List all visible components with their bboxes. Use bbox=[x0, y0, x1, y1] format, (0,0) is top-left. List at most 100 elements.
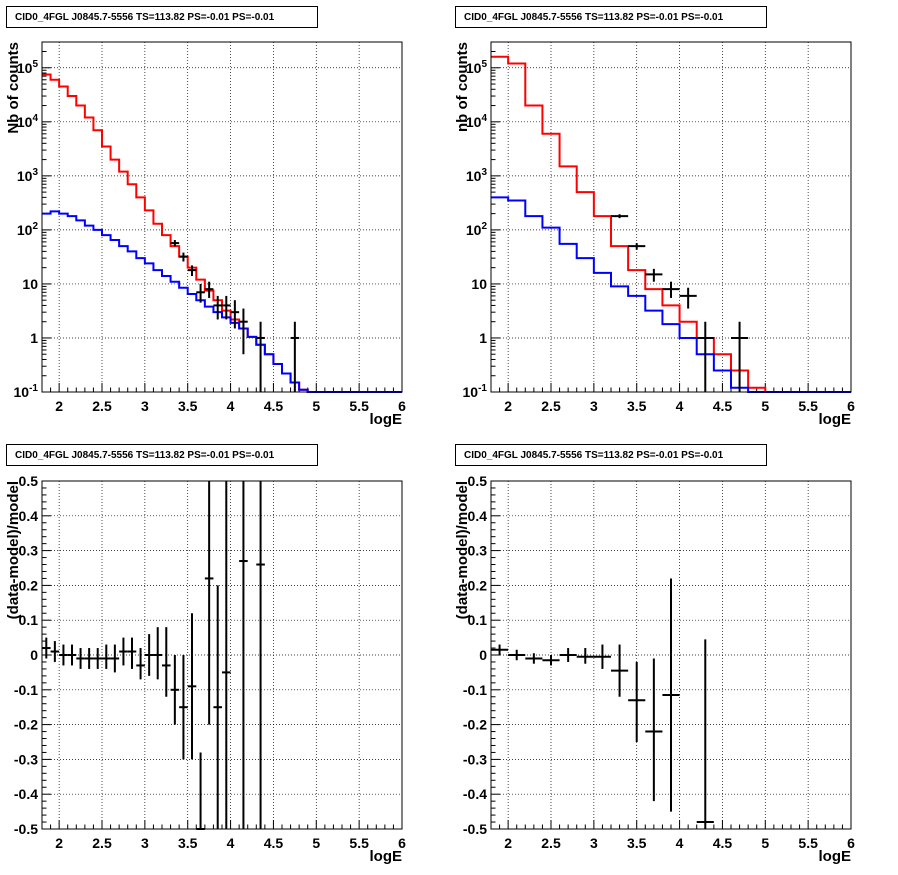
data-point bbox=[645, 268, 663, 282]
data-point bbox=[628, 661, 646, 742]
data-point bbox=[222, 295, 231, 320]
y-tick-label: 103 bbox=[466, 167, 488, 184]
plot-frame bbox=[41, 480, 403, 830]
data-point bbox=[204, 281, 214, 298]
panel-title-3: CID0_4FGL J0845.7-5556 TS=113.82 PS=-0.0… bbox=[6, 444, 318, 466]
x-tick-label: 5.5 bbox=[798, 398, 818, 414]
y-axis-label: (data-model)/model bbox=[454, 481, 471, 619]
x-tick-label: 2.5 bbox=[92, 835, 112, 851]
data-point bbox=[110, 644, 120, 673]
panel-title-4: CID0_4FGL J0845.7-5556 TS=113.82 PS=-0.0… bbox=[455, 444, 767, 466]
x-tick-label: 5.5 bbox=[798, 835, 818, 851]
data-points bbox=[491, 578, 714, 829]
series-line-total-model bbox=[491, 55, 851, 393]
data-point bbox=[170, 655, 180, 725]
x-axis-label: logE bbox=[370, 848, 403, 865]
y-tick-label: 10 bbox=[471, 276, 487, 292]
x-tick-label: 3.5 bbox=[627, 398, 647, 414]
y-tick-label: -0.1 bbox=[463, 682, 487, 698]
data-point bbox=[179, 252, 188, 262]
data-point bbox=[256, 321, 265, 392]
x-tick-label: 2 bbox=[55, 398, 63, 414]
data-point bbox=[542, 655, 560, 666]
x-tick-label: 2.5 bbox=[541, 398, 561, 414]
grid bbox=[42, 481, 402, 829]
x-axis-label: logE bbox=[819, 848, 852, 865]
data-point bbox=[179, 655, 188, 760]
data-point bbox=[593, 644, 611, 669]
data-point bbox=[93, 648, 102, 669]
data-point bbox=[136, 648, 145, 680]
x-tick-label: 2.5 bbox=[92, 398, 112, 414]
y-tick-label: 102 bbox=[466, 221, 488, 238]
x-tick-label: 6 bbox=[398, 835, 406, 851]
y-tick-label: 104 bbox=[17, 113, 39, 130]
plot-frame bbox=[41, 41, 403, 393]
data-point bbox=[170, 240, 180, 247]
x-tick-label: 2.5 bbox=[541, 835, 561, 851]
y-tick-label: -0.3 bbox=[463, 751, 487, 767]
data-point bbox=[576, 648, 594, 664]
panel-title-2: CID0_4FGL J0845.7-5556 TS=113.82 PS=-0.0… bbox=[455, 6, 767, 28]
y-axis-label: Nb of counts bbox=[5, 42, 22, 134]
data-point bbox=[696, 639, 714, 829]
data-point bbox=[196, 752, 205, 830]
x-tick-label: 4 bbox=[676, 398, 684, 414]
x-tick-label: 5 bbox=[761, 835, 769, 851]
data-points bbox=[42, 481, 265, 830]
x-tick-label: 5 bbox=[312, 398, 320, 414]
y-tick-label: 0.3 bbox=[468, 543, 488, 559]
x-tick-label: 4 bbox=[227, 835, 235, 851]
x-tick-label: 4.5 bbox=[264, 398, 284, 414]
y-tick-label: 10-1 bbox=[463, 383, 488, 400]
y-tick-label: 10 bbox=[22, 276, 38, 292]
data-point bbox=[239, 308, 248, 355]
data-point bbox=[628, 243, 646, 250]
x-tick-label: 2 bbox=[55, 835, 63, 851]
grid bbox=[42, 42, 402, 392]
x-tick-label: 3.5 bbox=[178, 398, 198, 414]
data-point bbox=[153, 627, 162, 680]
data-point bbox=[119, 637, 128, 666]
data-point bbox=[162, 627, 171, 697]
data-point bbox=[213, 295, 222, 320]
x-tick-label: 4.5 bbox=[713, 398, 733, 414]
data-point bbox=[559, 648, 577, 662]
panel-4: 2 2.5 3 3.5 4 4.5 5 5.5 6 -0.5 -0.4 -0.3 -0.2 -0.1 0 0.… bbox=[454, 473, 855, 865]
data-point bbox=[525, 653, 543, 664]
y-tick-label: 0.1 bbox=[19, 612, 39, 628]
data-point bbox=[679, 287, 697, 309]
x-tick-label: 4 bbox=[676, 835, 684, 851]
data-point bbox=[239, 481, 248, 829]
y-tick-label: -0.1 bbox=[14, 682, 38, 698]
y-tick-label: 0.2 bbox=[468, 577, 488, 593]
x-tick-label: 2 bbox=[504, 835, 512, 851]
x-tick-label: 4 bbox=[227, 398, 235, 414]
x-tick-label: 3.5 bbox=[178, 835, 198, 851]
data-point bbox=[222, 481, 231, 829]
y-tick-label: 0.2 bbox=[19, 577, 39, 593]
x-tick-label: 4.5 bbox=[264, 835, 284, 851]
data-point bbox=[50, 641, 60, 662]
y-tick-label: 1 bbox=[479, 330, 487, 346]
y-tick-label: -0.4 bbox=[14, 786, 38, 802]
x-tick-label: 3 bbox=[141, 398, 149, 414]
x-tick-label: 6 bbox=[847, 835, 855, 851]
y-tick-label: 102 bbox=[17, 221, 39, 238]
y-tick-label: 0.5 bbox=[19, 473, 39, 489]
data-point bbox=[230, 300, 240, 329]
y-tick-label: 105 bbox=[17, 59, 39, 76]
y-tick-label: 0.1 bbox=[468, 612, 488, 628]
x-tick-label: 3 bbox=[590, 398, 598, 414]
data-point bbox=[67, 644, 77, 666]
data-point bbox=[731, 321, 749, 392]
y-tick-label: 0 bbox=[479, 647, 487, 663]
y-tick-label: 0.5 bbox=[468, 473, 488, 489]
data-point bbox=[144, 634, 154, 676]
y-tick-label: -0.2 bbox=[463, 717, 487, 733]
plot-frame bbox=[490, 41, 852, 393]
data-point bbox=[127, 637, 137, 669]
y-tick-label: 103 bbox=[17, 167, 39, 184]
x-tick-label: 3 bbox=[141, 835, 149, 851]
